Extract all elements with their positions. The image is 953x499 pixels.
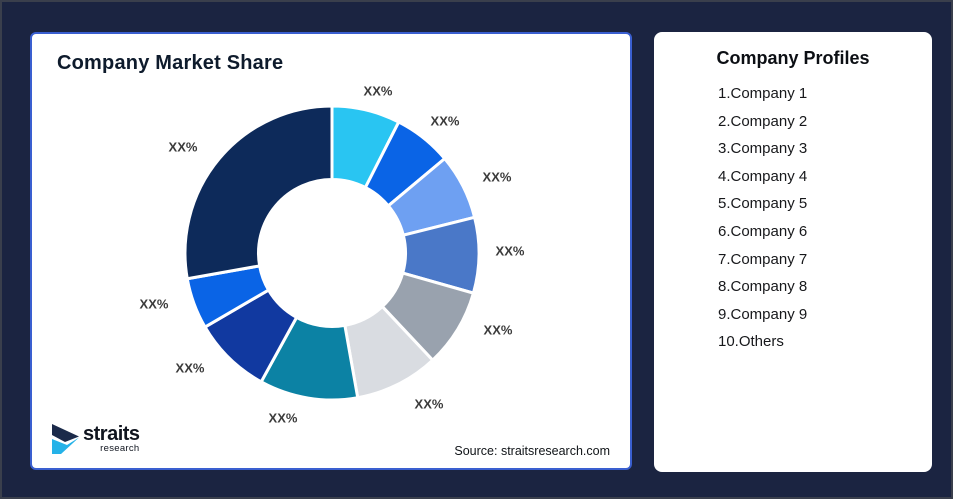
company-list-item: 2.Company 2	[718, 112, 808, 130]
slice-label: XX%	[363, 83, 393, 99]
chart-title: Company Market Share	[57, 52, 284, 74]
slice-label: XX%	[168, 139, 198, 155]
straits-logo-icon	[52, 424, 79, 454]
company-list-item: 9.Company 9	[718, 305, 808, 323]
company-list-item: 3.Company 3	[718, 140, 808, 158]
donut-slice	[183, 104, 334, 281]
slice-label: XX%	[268, 410, 298, 426]
market-share-card: Company Market Share XX% XX% XX% XX% XX% XX% X…	[30, 32, 632, 470]
logo-text: straits research	[83, 422, 140, 454]
slice-label: XX%	[482, 169, 512, 185]
slice-label: XX%	[430, 113, 460, 129]
slice-label: XX%	[414, 396, 444, 412]
company-list-item: 1.Company 1	[718, 85, 808, 102]
slice-label: XX%	[483, 322, 513, 338]
profiles-title: Company Profiles	[716, 48, 870, 68]
company-list-item: 4.Company 4	[718, 167, 808, 185]
company-list-item: 6.Company 6	[718, 222, 808, 240]
company-list-item: 5.Company 5	[718, 195, 808, 213]
logo-sub-text: research	[100, 442, 140, 454]
source-attribution: Source: straitsresearch.com	[454, 444, 610, 458]
donut-chart	[183, 104, 481, 402]
company-list-item: 7.Company 7	[718, 250, 808, 268]
donut-chart-area: XX% XX% XX% XX% XX% XX% XX% XX% XX% XX%	[32, 34, 630, 468]
company-list-item: 8.Company 8	[718, 278, 808, 296]
company-list: 1.Company 1 2.Company 2 3.Company 3 4.Compa…	[718, 80, 922, 356]
logo-brand-text: straits	[83, 422, 140, 445]
slice-label: XX%	[139, 296, 169, 312]
slice-label: XX%	[495, 243, 525, 259]
company-profiles-card: Company Profiles 1.Company 1 2.Company 2 3…	[654, 32, 932, 472]
company-list-item: 10.Others	[718, 333, 784, 351]
slice-label: XX%	[175, 360, 205, 376]
straits-research-logo: straits research	[52, 424, 140, 454]
